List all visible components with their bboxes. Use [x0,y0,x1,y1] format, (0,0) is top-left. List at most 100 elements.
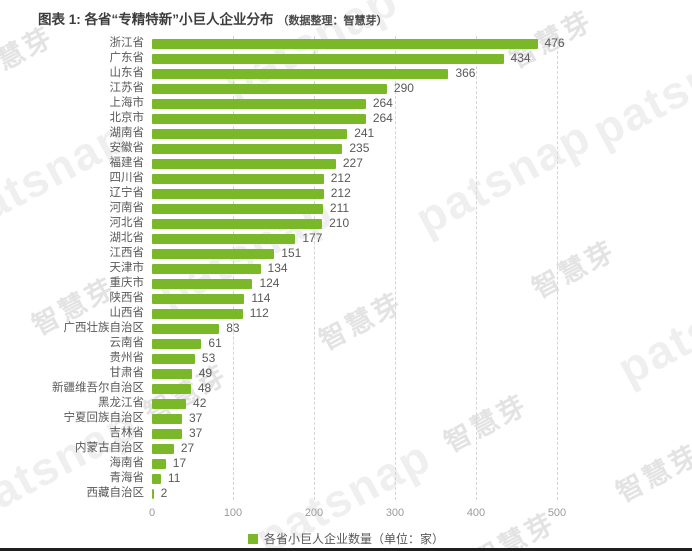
category-label: 天津市 [109,262,145,274]
bar-row: 河北省 210 [0,216,692,231]
chart-title: 图表 1: 各省“专精特新”小巨人企业分布 [38,12,274,27]
category-label: 贵州省 [109,352,145,364]
bar-row: 安徽省 235 [0,141,692,156]
bar-row: 山东省 366 [0,66,692,81]
bar [152,413,182,424]
legend: 各省小巨人企业数量（单位：家） [0,530,692,547]
bar-value-label: 61 [208,336,222,350]
bar-value-label: 151 [281,246,302,260]
bar [152,383,191,394]
bar [152,368,192,379]
category-label: 湖南省 [109,127,145,139]
category-label: 四川省 [109,172,145,184]
bar-value-label: 212 [330,171,351,185]
bar [152,203,323,214]
category-label: 湖北省 [109,232,145,244]
bar-row: 江西省 151 [0,246,692,261]
bar-row: 福建省 227 [0,156,692,171]
bar [152,323,220,334]
category-label: 广东省 [109,52,145,64]
category-label: 新疆维吾尔自治区 [52,382,144,394]
x-axis-tick-label: 100 [223,507,243,519]
bar-row: 海南省 17 [0,456,692,471]
bar-row: 甘肃省 49 [0,366,692,381]
bar-value-label: 114 [251,291,271,305]
bar-value-label: 366 [455,66,476,80]
bar-row: 四川省 212 [0,171,692,186]
x-axis-ticks: 0 100 200 300 400 500 [0,507,692,521]
category-label: 海南省 [109,457,145,469]
x-axis-tick-label: 500 [547,507,567,519]
bar-row: 吉林省 37 [0,426,692,441]
category-label: 宁夏回族自治区 [63,412,145,424]
bar [152,38,538,49]
category-label: 甘肃省 [109,367,145,379]
bar [152,263,261,274]
bar-value-label: 112 [249,306,269,320]
category-label: 辽宁省 [109,187,145,199]
bar [152,143,343,154]
bar [152,68,449,79]
chart-title-block: 图表 1: 各省“专精特新”小巨人企业分布 （数据整理：智慧芽） [38,8,388,29]
category-label: 上海市 [109,97,145,109]
bar-row: 重庆市 124 [0,276,692,291]
bar-value-label: 434 [510,51,531,65]
bar [152,458,166,469]
bar-row: 新疆维吾尔自治区 48 [0,381,692,396]
vertical-gridline [395,36,396,500]
category-label: 山东省 [109,67,145,79]
chart-source-note: （数据整理：智慧芽） [277,15,388,27]
bar-row: 广东省 434 [0,51,692,66]
category-label: 河南省 [109,202,145,214]
bar-value-label: 264 [372,96,393,110]
category-label: 青海省 [109,472,145,484]
category-label: 广西壮族自治区 [63,322,145,334]
bar [152,158,336,169]
bar [152,398,187,409]
category-label: 黑龙江省 [98,397,144,409]
x-axis-tick-label: 0 [148,507,156,519]
category-label: 内蒙古自治区 [75,442,144,454]
bar-value-label: 476 [544,36,565,50]
bar-row: 黑龙江省 42 [0,396,692,411]
vertical-gridline [557,36,558,500]
bar-value-label: 264 [372,111,393,125]
category-label: 江西省 [109,247,145,259]
bar-row: 宁夏回族自治区 37 [0,411,692,426]
bar-value-label: 210 [329,216,350,230]
bar-row: 内蒙古自治区 27 [0,441,692,456]
bar-value-label: 37 [188,411,203,425]
bar-value-label: 227 [342,156,363,170]
bar [152,293,245,304]
bar-value-label: 212 [330,186,351,200]
bar [152,443,174,454]
bar-row: 北京市 264 [0,111,692,126]
bar-value-label: 42 [193,396,207,410]
bar-value-label: 17 [172,456,187,470]
bar-rows: 浙江省 476 广东省 434 山东省 366 江苏省 290 上海市 264 北京市 264 湖南省 2… [0,36,692,501]
category-label: 福建省 [109,157,145,169]
bar-value-label: 235 [349,141,370,155]
category-label: 云南省 [109,337,145,349]
bar-row: 浙江省 476 [0,36,692,51]
bar-row: 山西省 112 [0,306,692,321]
category-label: 安徽省 [109,142,145,154]
x-axis-tick-label: 400 [466,507,486,519]
bar [152,353,195,364]
bar [152,218,323,229]
bar [152,308,243,319]
bar-row: 云南省 61 [0,336,692,351]
bar-value-label: 11 [167,471,181,485]
bar [152,338,202,349]
bar [152,128,348,139]
bar-row: 陕西省 114 [0,291,692,306]
x-axis-tick-label: 200 [304,507,324,519]
bar-row: 湖南省 241 [0,126,692,141]
bar [152,233,296,244]
bar-value-label: 211 [329,201,350,215]
bar-row: 湖北省 177 [0,231,692,246]
bottom-edge-strip [0,548,692,551]
bar-value-label: 2 [160,486,168,500]
category-label: 山西省 [109,307,145,319]
